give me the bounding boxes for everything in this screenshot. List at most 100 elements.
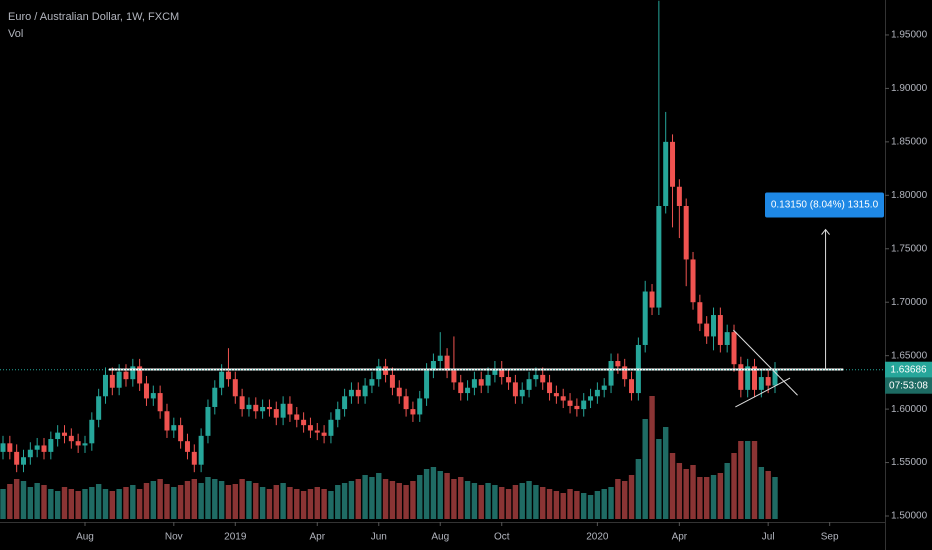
volume-bar — [48, 489, 54, 519]
volume-bar — [546, 489, 553, 519]
volume-bar — [150, 481, 157, 519]
volume-bar — [212, 479, 218, 519]
volume-bar — [61, 487, 68, 519]
x-tick-label: Apr — [672, 532, 688, 543]
candle-body — [588, 396, 594, 401]
volume-bar — [423, 469, 430, 519]
candle-body — [157, 393, 163, 412]
volume-bar — [533, 485, 539, 519]
volume-bar — [594, 491, 601, 519]
candle-body — [424, 370, 430, 399]
candle-body — [96, 396, 102, 420]
candle-body — [41, 445, 47, 452]
candle-body — [581, 400, 587, 410]
candle-body — [68, 435, 74, 442]
volume-bar — [294, 489, 300, 519]
candle-body — [383, 366, 389, 375]
candle-body — [465, 387, 471, 394]
volume-bar — [485, 483, 491, 519]
candle-body — [451, 370, 457, 383]
volume-bar — [512, 485, 519, 519]
candle-body — [711, 315, 717, 337]
countdown-box — [885, 377, 932, 394]
volume-bar — [703, 477, 710, 519]
volume-bar — [321, 489, 327, 519]
candle-body — [123, 371, 129, 380]
volume-bar — [205, 477, 211, 519]
candle-body — [676, 186, 682, 206]
volume-bar — [82, 489, 88, 519]
x-tick-label: Jun — [371, 532, 387, 543]
volume-bar — [130, 485, 136, 519]
volume-bar — [656, 439, 662, 519]
volume-bar — [669, 453, 676, 519]
candle-body — [376, 366, 382, 380]
candle-body — [396, 387, 402, 397]
volume-bar — [41, 485, 47, 519]
volume-bar — [717, 473, 724, 519]
candle-body — [335, 409, 341, 420]
candle-body — [130, 366, 136, 380]
candle-body — [629, 379, 635, 394]
candle-body — [512, 382, 518, 397]
volume-bar — [738, 441, 744, 519]
y-tick-label: 1.80000 — [891, 190, 928, 201]
volume-bar — [587, 495, 594, 519]
volume-bar — [553, 491, 560, 519]
candle-body — [444, 355, 450, 371]
volume-bar — [246, 481, 252, 519]
candle-body — [178, 425, 184, 442]
volume-bar — [581, 493, 587, 519]
volume-bar — [34, 483, 40, 519]
candle-body — [294, 414, 300, 420]
candle-body — [137, 366, 143, 384]
volume-bar — [0, 489, 6, 519]
candle-body — [478, 379, 484, 386]
candle-body — [75, 441, 81, 446]
volume-bar — [519, 483, 525, 519]
candle-body — [724, 332, 730, 345]
countdown-label: 07:53:08 — [889, 380, 928, 391]
volume-bar — [123, 487, 129, 519]
volume-bar — [751, 441, 758, 519]
candle-body — [752, 366, 758, 390]
volume-bar — [266, 489, 273, 519]
candle-body — [437, 355, 443, 362]
volume-bar — [683, 469, 689, 519]
volume-bar — [628, 475, 635, 519]
volume-bar — [95, 484, 102, 519]
candle-body — [191, 451, 197, 465]
y-tick-label: 1.55000 — [891, 457, 928, 468]
candle-body — [253, 404, 259, 412]
candle-body — [717, 315, 723, 345]
volume-label: Vol — [8, 28, 23, 40]
candle-body — [485, 374, 491, 386]
x-tick-label: 2020 — [586, 532, 609, 543]
volume-bar — [662, 427, 669, 519]
candle-body — [601, 385, 607, 390]
candle-body — [690, 259, 696, 303]
candle-body — [758, 377, 764, 390]
candle-body — [34, 445, 40, 450]
volume-bar — [335, 485, 341, 519]
candle-body — [369, 379, 375, 386]
volume-bar — [690, 465, 696, 519]
candle-body — [328, 419, 334, 436]
volume-bar — [198, 483, 204, 519]
volume-bar — [184, 481, 191, 519]
candle-body — [670, 141, 676, 187]
volume-bar — [102, 489, 109, 519]
candle-body — [533, 374, 539, 380]
candle-body — [704, 323, 710, 337]
volume-bar — [20, 481, 27, 519]
candle-body — [314, 430, 320, 433]
candle-body — [116, 371, 122, 388]
candle-body — [7, 443, 13, 452]
candle-body — [321, 432, 327, 436]
candle-body — [567, 400, 573, 406]
y-tick-label: 1.50000 — [891, 511, 928, 522]
volume-bar — [464, 481, 471, 519]
x-tick-label: Apr — [309, 532, 325, 543]
volume-bar — [478, 485, 484, 519]
